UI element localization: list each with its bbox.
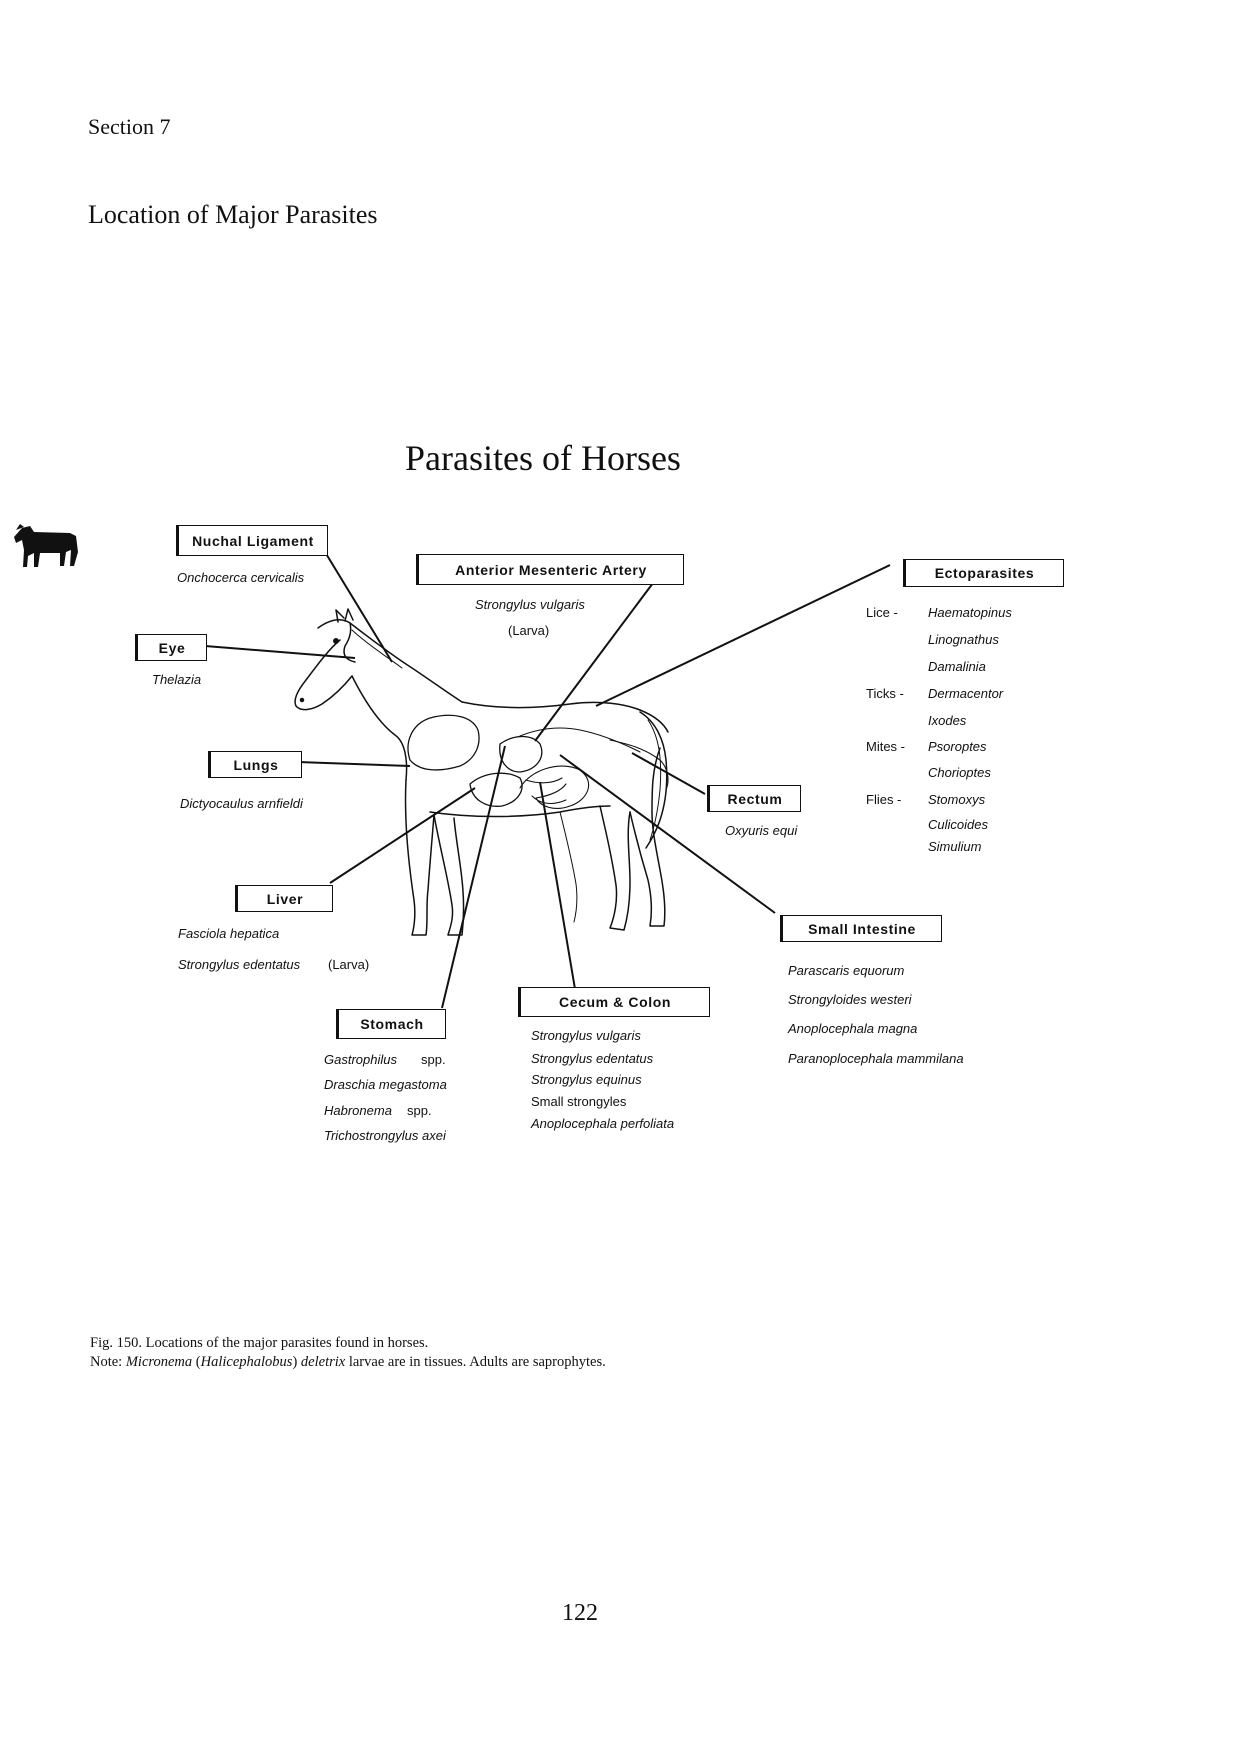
rectum-label: Rectum	[727, 790, 783, 807]
liver-organ	[469, 772, 523, 807]
leader-eye	[204, 645, 356, 659]
cecum-colon-box: Cecum & Colon	[520, 987, 710, 1017]
small-intestine-box: Small Intestine	[782, 915, 942, 942]
lungs-box: Lungs	[210, 751, 302, 778]
stomach-box: Stomach	[338, 1009, 446, 1039]
caption-note-prefix: Note:	[90, 1354, 126, 1370]
ecto-genus-haematopinus: Haematopinus	[928, 605, 1012, 620]
cecum-colon-parasite-1: Strongylus vulgaris	[531, 1028, 641, 1043]
ecto-genus-stomoxys: Stomoxys	[928, 792, 986, 807]
intestine-organ	[519, 765, 590, 809]
cecum-colon-parasite-3: Strongylus equinus	[531, 1072, 642, 1087]
caption-paren-open: (	[192, 1354, 201, 1370]
figure-caption: Fig. 150. Locations of the major parasit…	[90, 1334, 606, 1372]
leader-stomach	[441, 745, 506, 1009]
nuchal-ligament-parasite: Onchocerca cervicalis	[177, 570, 305, 585]
ecto-genus-simulium: Simulium	[928, 839, 982, 854]
ecto-type-mites: Mites -	[866, 739, 905, 754]
stomach-parasite-4: Trichostrongylus axei	[324, 1128, 446, 1143]
lungs-organ	[407, 714, 480, 771]
caption-note-genus: Micronema	[125, 1354, 193, 1370]
page-number: 122	[562, 1600, 598, 1626]
stomach-organ	[499, 735, 543, 773]
stomach-parasite-1: Gastrophilus	[324, 1052, 397, 1067]
rectum-organ	[609, 739, 669, 791]
mesenteric-artery	[519, 727, 641, 753]
eye-label: Eye	[158, 639, 186, 656]
section-label: Section 7	[88, 114, 171, 139]
leader-cecum-colon	[539, 781, 576, 990]
leader-rectum	[631, 752, 706, 795]
stomach-label: Stomach	[360, 1016, 424, 1032]
small-intestine-parasite-4: Paranoplocephala mammilana	[788, 1051, 964, 1066]
leader-liver	[329, 787, 476, 884]
leader-ectoparasites	[595, 564, 891, 707]
ecto-genus-linognathus: Linognathus	[928, 632, 999, 647]
ecto-type-lice: Lice -	[866, 605, 898, 620]
ecto-genus-dermacentor: Dermacentor	[928, 686, 1004, 701]
rectum-parasite: Oxyuris equi	[725, 823, 798, 838]
leader-lines	[204, 551, 891, 1009]
cecum-colon-parasite-5: Anoplocephala perfoliata	[531, 1116, 675, 1131]
rectum-box: Rectum	[709, 785, 801, 812]
diagram-title: Parasites of Horses	[405, 438, 681, 478]
ecto-genus-psoroptes: Psoroptes	[928, 739, 987, 754]
caption-line-2: Note: Micronema (Halicephalobus) deletri…	[90, 1353, 606, 1372]
ecto-type-ticks: Ticks -	[866, 686, 904, 701]
caption-note-rest: larvae are in tissues. Adults are saprop…	[345, 1354, 606, 1370]
eye-box: Eye	[137, 634, 207, 661]
nuchal-ligament-box: Nuchal Ligament	[178, 525, 328, 556]
leader-anterior-mesenteric-artery	[534, 582, 654, 742]
ecto-genus-culicoides: Culicoides	[928, 817, 988, 832]
horse-anatomy-illustration	[294, 608, 669, 936]
page-heading: Location of Major Parasites	[88, 200, 378, 229]
lungs-label: Lungs	[233, 756, 279, 773]
ectoparasites-box: Ectoparasites	[905, 559, 1064, 587]
caption-line-1: Fig. 150. Locations of the major parasit…	[90, 1335, 429, 1351]
eye-parasite: Thelazia	[152, 672, 202, 687]
leader-nuchal-ligament	[324, 551, 393, 663]
small-intestine-label: Small Intestine	[808, 920, 916, 937]
anterior-mesenteric-artery-parasite: Strongylus vulgaris	[475, 597, 585, 612]
ecto-genus-chorioptes: Chorioptes	[928, 765, 991, 780]
small-intestine-parasite-2: Strongyloides westeri	[788, 992, 912, 1007]
lungs-parasite: Dictyocaulus arnfieldi	[180, 796, 303, 811]
anterior-mesenteric-artery-box: Anterior Mesenteric Artery	[418, 554, 684, 585]
leader-small-intestine	[559, 754, 776, 914]
horse-silhouette-icon	[14, 524, 78, 567]
cecum-colon-label: Cecum & Colon	[558, 994, 672, 1010]
stomach-parasite-2: Draschia megastoma	[324, 1077, 447, 1092]
leader-lungs	[297, 761, 411, 767]
ectoparasites-label: Ectoparasites	[934, 565, 1035, 581]
ecto-genus-ixodes: Ixodes	[928, 713, 967, 728]
cecum-colon-parasite-2: Strongylus edentatus	[531, 1051, 654, 1066]
small-intestine-parasite-1: Parascaris equorum	[788, 963, 905, 978]
caption-note-alt-genus: Halicephalobus	[200, 1354, 293, 1370]
caption-paren-close: )	[292, 1354, 301, 1370]
stomach-parasite-3: Habronema	[324, 1103, 392, 1118]
small-intestine-parasite-3: Anoplocephala magna	[788, 1021, 918, 1036]
liver-parasite-strongylus: Strongylus edentatus	[178, 957, 301, 972]
ecto-genus-damalinia: Damalinia	[928, 659, 986, 674]
nuchal-ligament-label: Nuchal Ligament	[192, 532, 314, 549]
caption-note-species: deletrix	[300, 1354, 346, 1370]
cecum-colon-small-strongyles: Small strongyles	[531, 1094, 627, 1109]
ecto-type-flies: Flies -	[866, 792, 902, 807]
anterior-mesenteric-artery-label: Anterior Mesenteric Artery	[455, 561, 647, 578]
liver-label: Liver	[266, 890, 304, 907]
liver-parasite-fasciola: Fasciola hepatica	[178, 926, 280, 941]
stomach-parasite-1-suffix: spp.	[421, 1052, 446, 1067]
anterior-mesenteric-artery-note: (Larva)	[508, 623, 550, 638]
liver-note: (Larva)	[328, 957, 370, 972]
liver-box: Liver	[237, 885, 333, 912]
stomach-parasite-3-suffix: spp.	[407, 1103, 432, 1118]
